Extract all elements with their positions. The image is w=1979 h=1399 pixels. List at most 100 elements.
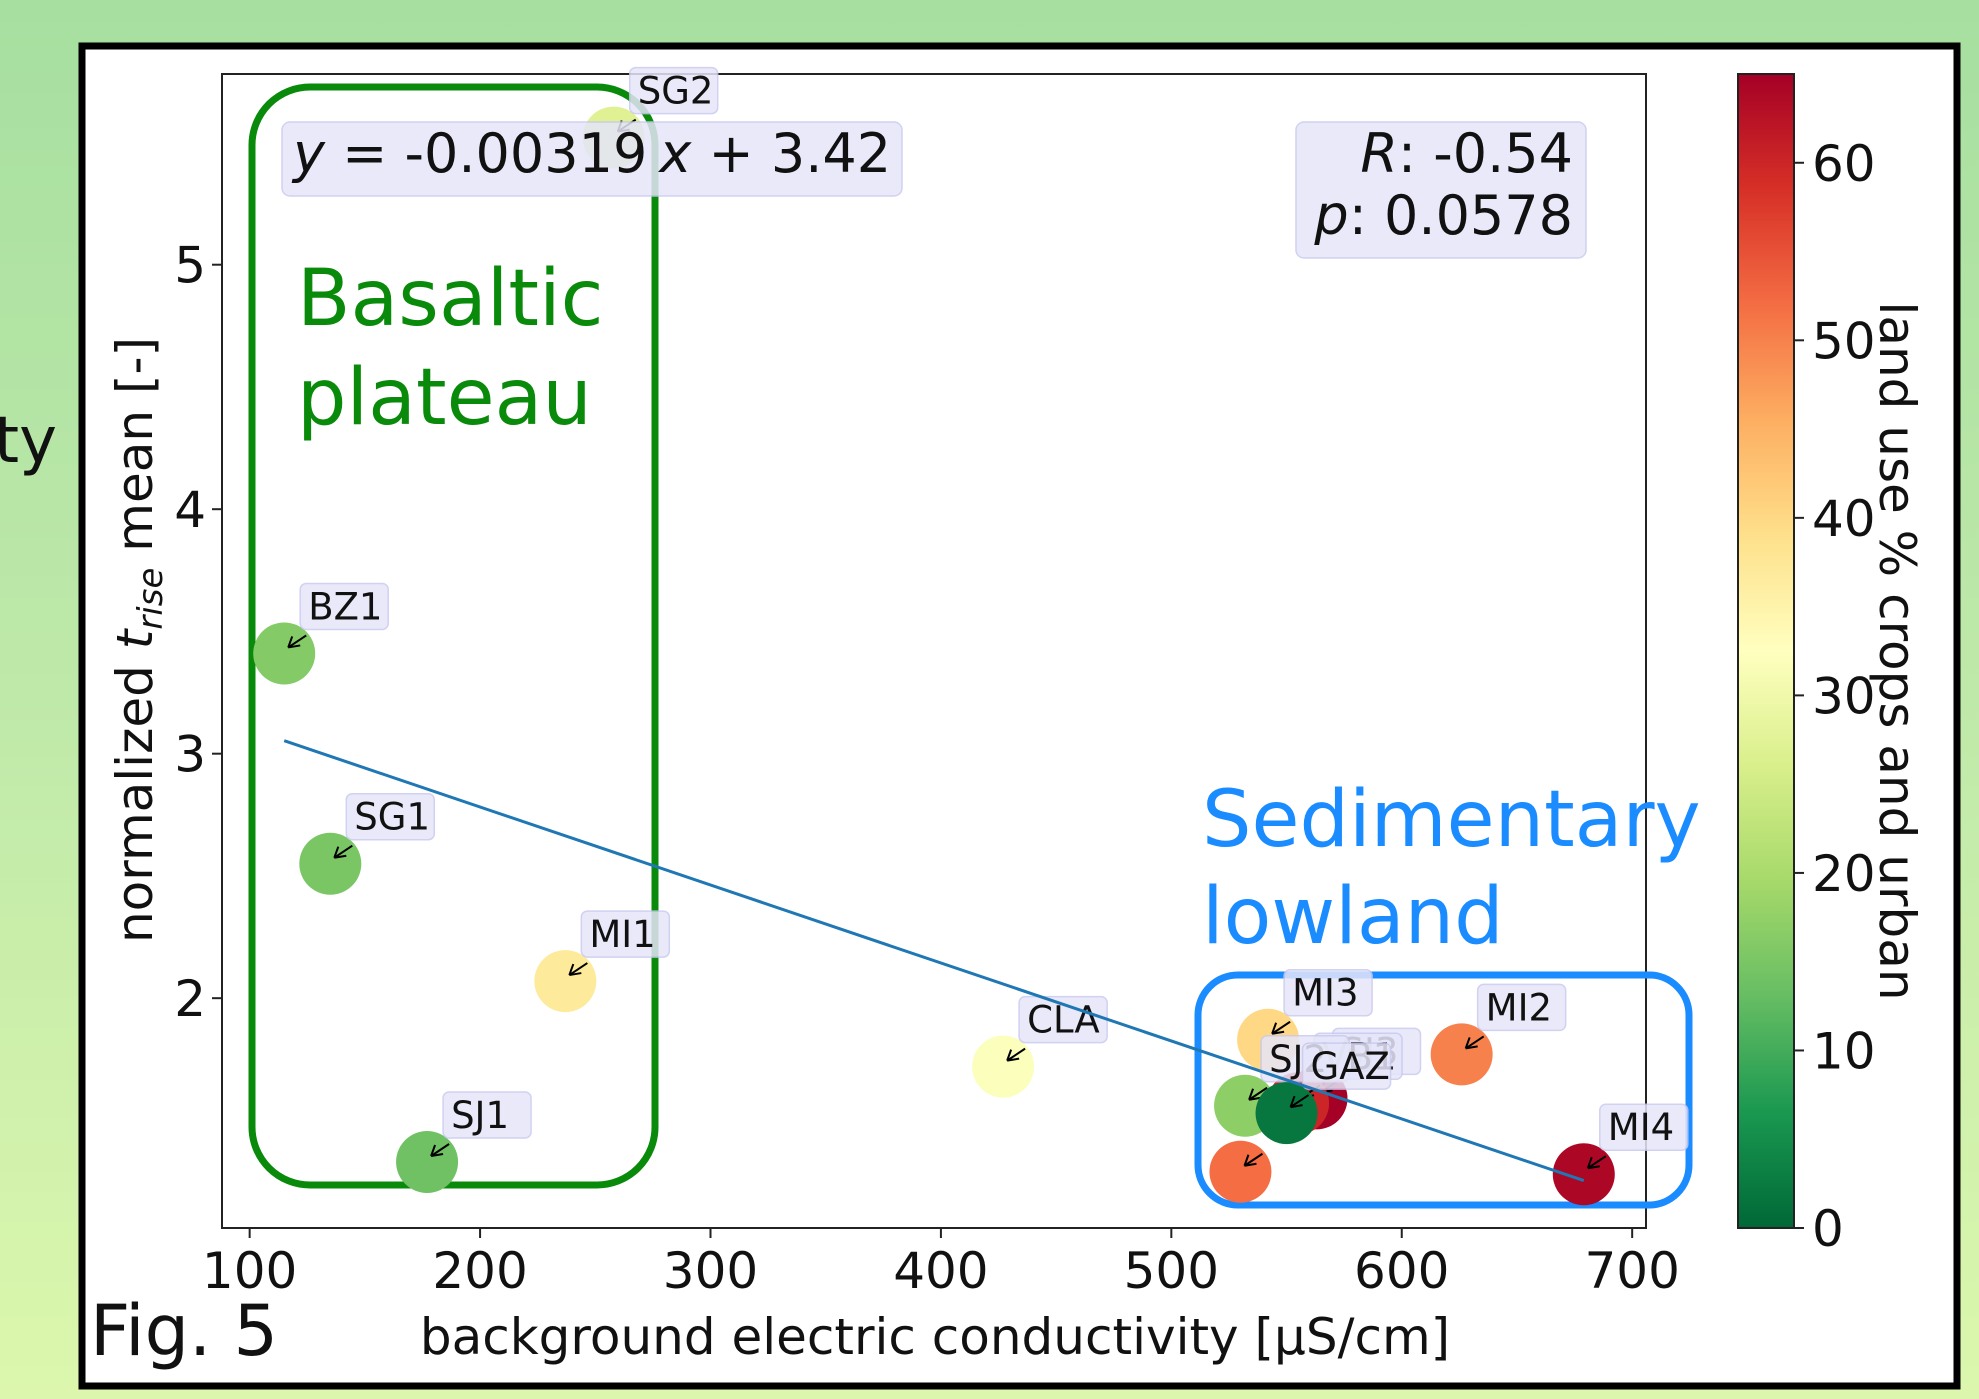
point-label: GAZ bbox=[1311, 1045, 1390, 1088]
r-label: R bbox=[1360, 122, 1398, 185]
data-point: SJ1 bbox=[396, 1091, 532, 1193]
region-label-line2: plateau bbox=[297, 353, 592, 443]
point-marker bbox=[253, 622, 316, 685]
sedimentary-lowland-box bbox=[1194, 971, 1693, 1209]
p-number: : 0.0578 bbox=[1349, 184, 1573, 247]
arrow-head bbox=[1289, 1095, 1303, 1109]
point-label-box bbox=[299, 582, 389, 631]
colorbar-label: land use % crops and urban bbox=[1868, 301, 1926, 1000]
colorbar-tick-label: 60 bbox=[1812, 135, 1876, 193]
arrow-head bbox=[1243, 1154, 1257, 1167]
point-marker bbox=[1209, 1140, 1272, 1203]
point-label: BZ1 bbox=[308, 585, 382, 628]
point-arrow bbox=[568, 962, 588, 976]
x-axis-label: background electric conductivity [µS/cm] bbox=[420, 1308, 1450, 1366]
arrow-head bbox=[1464, 1037, 1478, 1050]
point-label: MI4 bbox=[1608, 1106, 1674, 1149]
x-tick-label: 200 bbox=[432, 1242, 527, 1300]
figure-panel bbox=[78, 42, 1961, 1390]
equation-box bbox=[281, 121, 903, 197]
point-label-box bbox=[442, 1091, 532, 1139]
point-arrow bbox=[1289, 1094, 1310, 1108]
y-tick-label: 2 bbox=[174, 970, 206, 1028]
y-axis-label: normalized trise mean [-] bbox=[106, 337, 171, 943]
point-marker bbox=[972, 1035, 1035, 1098]
arrow-head bbox=[430, 1144, 444, 1157]
equation-tail: + 3.42 bbox=[691, 122, 891, 185]
figure-number: Fig. 5 bbox=[90, 1290, 278, 1372]
point-label-box bbox=[580, 910, 671, 958]
ylabel-symbol: t bbox=[106, 627, 164, 649]
point-label-box bbox=[1283, 968, 1373, 1017]
colorbar-tick-label: 20 bbox=[1812, 845, 1876, 903]
y-tick-label: 3 bbox=[174, 726, 206, 784]
point-marker bbox=[1430, 1023, 1493, 1086]
arrow-head bbox=[1248, 1088, 1262, 1101]
arrow-head bbox=[1271, 1022, 1285, 1035]
point-label-box bbox=[628, 66, 719, 115]
point-arrow bbox=[430, 1143, 450, 1157]
ylabel-prefix: normalized bbox=[106, 649, 164, 943]
y-tick-label: 4 bbox=[174, 481, 206, 539]
point-label-box bbox=[345, 792, 436, 841]
regression-equation: y = -0.00319 x + 3.42 bbox=[291, 122, 891, 185]
equation-lhs: y bbox=[291, 122, 326, 185]
basaltic-plateau-box bbox=[248, 83, 659, 1189]
scatter-points: SG2BZ1SG1MI1SJ1CLAMI3MI2SJ3VB1SJ2GAZMI4 bbox=[253, 66, 1689, 1206]
point-label: MI2 bbox=[1486, 986, 1552, 1029]
p-label: p bbox=[1313, 184, 1348, 247]
point-marker bbox=[396, 1130, 459, 1193]
regression-line-layer bbox=[283, 739, 1585, 1182]
r-number: : -0.54 bbox=[1398, 122, 1573, 185]
colorbar-tick-label: 40 bbox=[1812, 490, 1876, 548]
point-arrow bbox=[333, 844, 353, 859]
point-marker bbox=[534, 950, 597, 1013]
sedimentary-lowland-label: Sedimentary lowland bbox=[1202, 775, 1726, 962]
p-value: p: 0.0578 bbox=[1313, 184, 1573, 247]
point-marker bbox=[1255, 1082, 1318, 1145]
arrow-head bbox=[1586, 1156, 1600, 1170]
colorbar-ticks: 0 10 20 30 40 50 60 bbox=[1794, 135, 1876, 1258]
regression-line bbox=[283, 739, 1585, 1182]
point-arrow bbox=[1465, 1035, 1485, 1050]
ylabel-suffix: mean [-] bbox=[106, 337, 164, 568]
point-arrow bbox=[287, 634, 307, 649]
colorbar-tick-label: 10 bbox=[1812, 1022, 1876, 1080]
x-tick-label: 600 bbox=[1354, 1242, 1449, 1300]
x-tick-label: 400 bbox=[893, 1242, 988, 1300]
region-label-line1: Sedimentary bbox=[1202, 775, 1701, 865]
point-label: SJ1 bbox=[451, 1094, 509, 1137]
left-edge-text: ty bbox=[0, 404, 57, 478]
point-marker bbox=[1552, 1143, 1615, 1206]
axis-ticks: 100 200 300 400 500 600 700 2 3 4 5 bbox=[174, 237, 1680, 1300]
point-arrow bbox=[1271, 1020, 1291, 1035]
point-label-box bbox=[1301, 1042, 1392, 1090]
region-label-line1: Basaltic bbox=[297, 254, 604, 344]
point-label-box bbox=[1599, 1103, 1689, 1151]
point-marker bbox=[299, 832, 362, 895]
point-label: MI3 bbox=[1292, 972, 1358, 1015]
ylabel-subscript: rise bbox=[131, 568, 171, 630]
data-point: MI4 bbox=[1552, 1103, 1689, 1206]
data-point: MI2 bbox=[1430, 983, 1567, 1086]
x-tick-label: 500 bbox=[1124, 1242, 1219, 1300]
stats-box bbox=[1295, 121, 1587, 259]
point-arrow bbox=[1248, 1086, 1268, 1101]
x-tick-label: 100 bbox=[202, 1242, 297, 1300]
colorbar-tick-label: 30 bbox=[1812, 667, 1876, 725]
x-tick-label: 700 bbox=[1584, 1242, 1679, 1300]
data-point: BZ1 bbox=[253, 582, 389, 685]
colorbar-tick-label: 0 bbox=[1812, 1200, 1844, 1258]
arrow-head bbox=[287, 636, 301, 649]
point-arrow bbox=[1006, 1047, 1026, 1062]
point-label: SG1 bbox=[354, 796, 430, 839]
x-tick-label: 300 bbox=[663, 1242, 758, 1300]
arrow-head bbox=[333, 846, 347, 859]
point-label: MI1 bbox=[589, 913, 655, 956]
r-value: R: -0.54 bbox=[1360, 122, 1573, 185]
equation-var: x bbox=[657, 122, 692, 185]
data-point: SG1 bbox=[299, 792, 436, 895]
arrow-head bbox=[568, 963, 582, 977]
data-point: MI1 bbox=[534, 910, 671, 1013]
basaltic-plateau-label: Basaltic plateau bbox=[297, 254, 628, 443]
